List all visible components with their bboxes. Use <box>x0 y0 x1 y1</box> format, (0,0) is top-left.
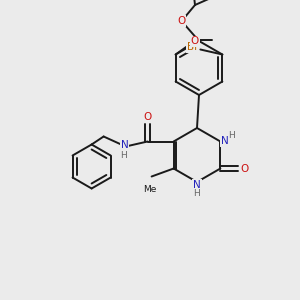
Text: O: O <box>177 16 185 26</box>
Text: H: H <box>120 151 127 160</box>
Text: O: O <box>240 164 248 173</box>
Text: H: H <box>228 131 235 140</box>
Text: Me: Me <box>143 184 156 194</box>
Text: H: H <box>194 190 200 199</box>
Text: N: N <box>121 140 128 149</box>
Text: O: O <box>190 37 199 46</box>
Text: N: N <box>220 136 228 146</box>
Text: O: O <box>143 112 152 122</box>
Text: Br: Br <box>187 43 198 52</box>
Text: N: N <box>193 180 201 190</box>
